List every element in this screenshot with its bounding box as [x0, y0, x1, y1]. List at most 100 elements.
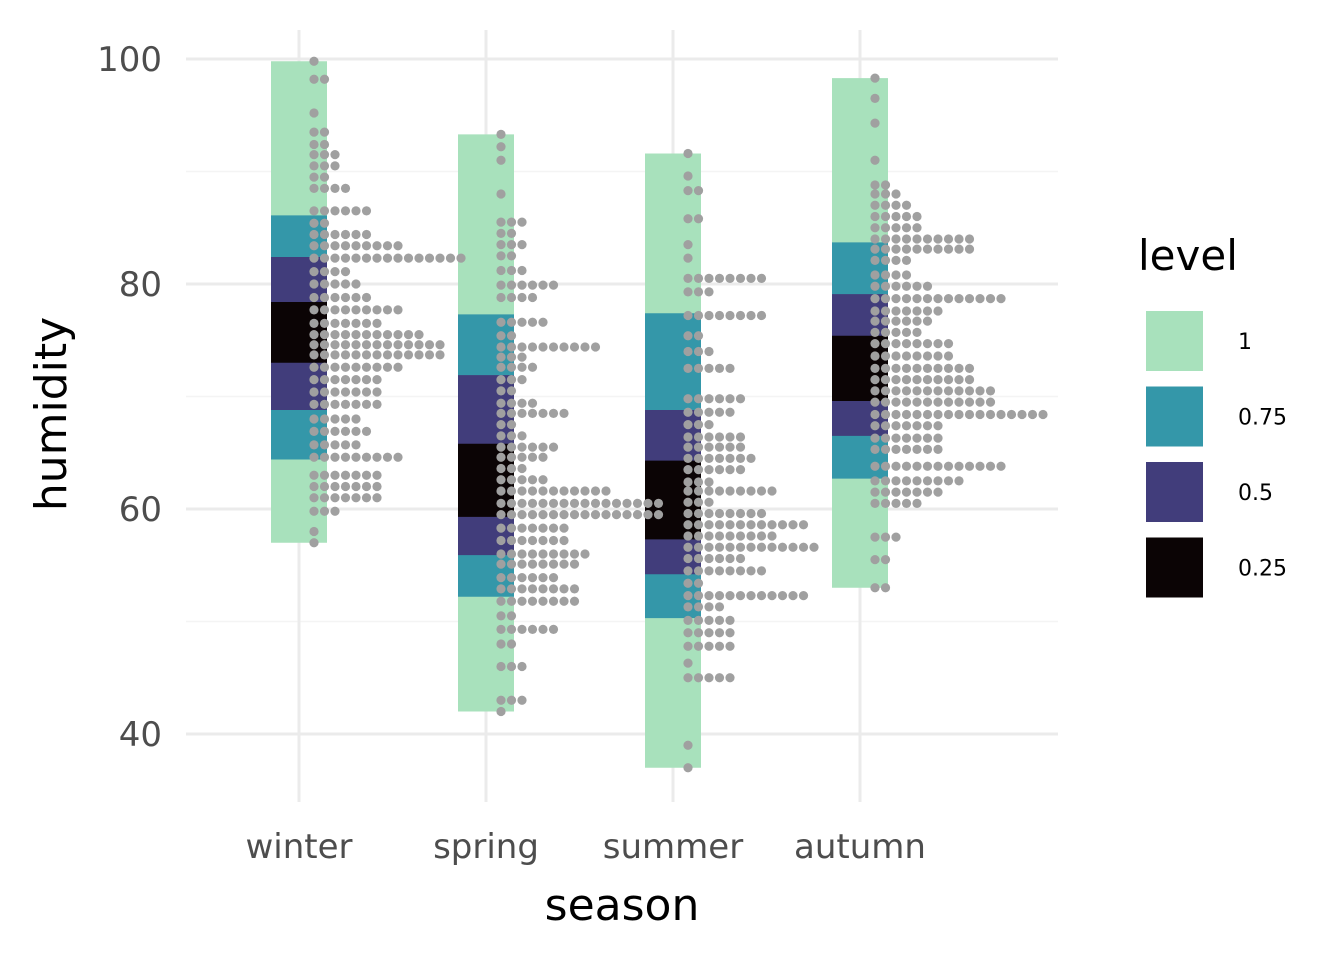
dot-summer: [714, 363, 725, 373]
dot-winter: [361, 305, 372, 315]
dot-winter: [319, 452, 330, 462]
dot-winter: [309, 108, 319, 118]
dot-spring: [496, 129, 506, 139]
dot-summer: [714, 273, 725, 283]
dot-summer: [714, 591, 725, 601]
dot-autumn: [912, 234, 922, 244]
dot-spring: [496, 155, 506, 165]
dot-spring: [496, 442, 506, 452]
legend-label: 0.5: [1238, 481, 1273, 506]
dot-winter: [372, 350, 382, 360]
dot-winter: [393, 241, 403, 251]
dot-summer: [693, 287, 704, 297]
dot-autumn: [891, 281, 901, 291]
dot-autumn: [901, 487, 912, 497]
dot-autumn: [943, 397, 954, 407]
dot-spring: [559, 559, 569, 569]
dot-autumn: [912, 339, 922, 349]
dot-autumn: [943, 294, 954, 304]
dot-autumn: [891, 244, 901, 254]
dot-autumn: [912, 363, 922, 373]
dot-autumn: [880, 294, 891, 304]
dot-winter: [330, 161, 340, 171]
dot-spring: [496, 535, 506, 546]
dot-autumn: [912, 433, 922, 443]
dot-autumn: [912, 375, 922, 385]
dot-summer: [683, 508, 693, 519]
dot-autumn: [985, 386, 996, 396]
dot-winter: [330, 241, 340, 251]
dot-winter: [330, 493, 340, 503]
dot-autumn: [901, 255, 912, 265]
dot-spring: [527, 535, 538, 546]
dot-winter: [319, 375, 330, 385]
dot-autumn: [880, 555, 891, 565]
dot-spring: [538, 475, 548, 485]
dot-summer: [767, 486, 777, 496]
dot-spring: [569, 486, 580, 496]
dot-autumn: [912, 421, 922, 431]
dot-autumn: [996, 461, 1006, 471]
dot-winter: [351, 305, 361, 315]
dot-winter: [309, 470, 319, 480]
dot-summer: [714, 486, 725, 496]
dot-summer: [735, 453, 746, 463]
dot-summer: [683, 602, 693, 612]
dot-spring: [506, 420, 517, 430]
dot-spring: [590, 342, 601, 352]
dot-autumn: [922, 306, 933, 316]
dot-summer: [693, 542, 704, 552]
dot-winter: [435, 340, 445, 350]
dot-winter: [309, 139, 319, 150]
dot-winter: [309, 526, 319, 537]
dot-spring: [601, 510, 611, 520]
dot-autumn: [933, 375, 943, 385]
dot-winter: [330, 279, 340, 289]
dot-summer: [767, 542, 777, 552]
legend-title: level: [1138, 231, 1238, 280]
dot-summer: [746, 531, 756, 541]
dot-spring: [506, 452, 517, 462]
dot-autumn: [912, 476, 922, 486]
dot-summer: [683, 566, 693, 576]
dot-summer: [683, 497, 693, 507]
dot-summer: [788, 520, 798, 530]
dot-winter: [340, 241, 351, 251]
dot-autumn: [912, 386, 922, 396]
dot-summer: [746, 508, 756, 519]
dot-spring: [506, 486, 517, 496]
dot-summer: [683, 658, 693, 668]
interval-summer-0_25: [645, 460, 701, 540]
dot-winter: [309, 218, 319, 228]
dot-autumn: [922, 487, 933, 497]
dot-summer: [725, 553, 735, 564]
dot-autumn: [943, 351, 954, 361]
dot-winter: [351, 414, 361, 424]
dot-summer: [714, 602, 725, 612]
dot-winter: [309, 183, 319, 193]
dot-autumn: [901, 498, 912, 508]
dot-spring: [559, 510, 569, 520]
dot-spring: [496, 398, 506, 408]
dot-summer: [704, 287, 714, 297]
dot-winter: [340, 330, 351, 340]
dot-summer: [704, 508, 714, 519]
dot-spring: [506, 584, 517, 594]
dot-winter: [309, 330, 319, 340]
dot-spring: [506, 463, 517, 474]
dot-winter: [414, 253, 424, 263]
dot-summer: [683, 641, 693, 651]
dot-autumn: [954, 409, 964, 420]
dot-summer: [693, 641, 704, 651]
dot-summer: [735, 310, 746, 321]
dot-summer: [693, 363, 704, 373]
dot-summer: [746, 310, 756, 321]
dot-autumn: [901, 476, 912, 486]
dot-summer: [683, 453, 693, 463]
dot-autumn: [870, 234, 880, 244]
dot-winter: [309, 229, 319, 240]
dot-autumn: [870, 223, 880, 233]
dot-winter: [330, 426, 340, 436]
dot-winter: [319, 292, 330, 303]
dot-spring: [527, 398, 538, 408]
